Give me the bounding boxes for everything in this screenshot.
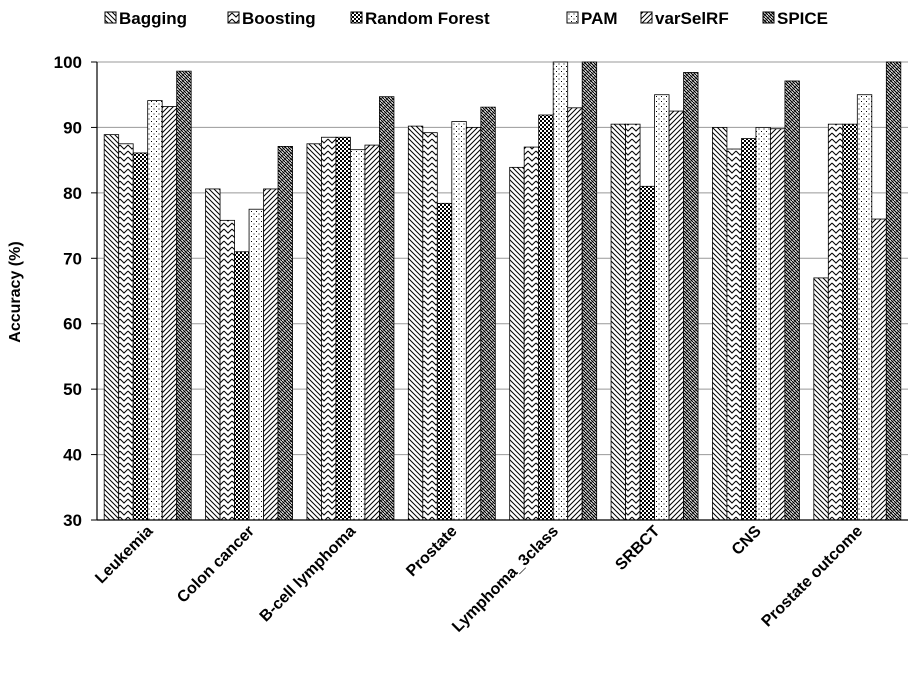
bar-bagging [103,134,120,521]
bar-varselrf [364,144,380,521]
bar-random-forest [335,136,351,521]
bar-random-forest [132,152,149,521]
bar-boosting [726,148,742,521]
bar-random-forest [741,138,757,521]
y-tick-label: 80 [63,184,82,203]
bar-boosting [422,132,438,521]
bar-pam [350,149,366,521]
bar-varselrf [161,106,178,521]
bar-bagging [306,143,322,521]
bar-spice [581,61,598,521]
legend-label: PAM [581,9,618,28]
bar-varselrf [770,128,786,521]
bar-boosting [118,143,134,521]
x-category-label: Leukemia [92,523,156,587]
y-tick-label: 90 [63,118,82,137]
y-tick-label: 40 [63,446,82,465]
bar-random-forest [538,114,554,521]
bars [103,61,902,521]
legend-swatch [762,11,775,24]
bar-random-forest [639,185,655,521]
bar-pam [248,208,264,521]
legend-swatch [227,11,240,24]
bar-spice [480,106,496,521]
bar-spice [885,61,902,521]
bar-bagging [509,166,525,521]
bar-varselrf [465,127,482,521]
bar-pam [451,121,467,521]
bar-bagging [407,125,424,521]
x-category-label: SRBCT [612,523,663,574]
bar-varselrf [263,188,279,521]
bar-spice [277,146,293,521]
y-tick-label: 30 [63,511,82,530]
x-category-label: CNS [729,523,765,559]
bar-boosting [827,123,844,521]
bar-bagging [205,188,221,521]
y-axis-title: Accuracy (%) [7,241,24,342]
bar-spice [683,72,699,521]
bar-boosting [625,123,641,521]
legend-swatch [350,11,363,24]
axes [96,62,908,521]
x-category-label: Prostate outcome [759,523,867,631]
legend-label: SPICE [777,9,828,28]
x-category-label: Prostate [403,523,460,580]
legend-label: Random Forest [365,9,490,28]
legend: Bagging Boosting Random Forest PAM varSelRF S… [104,9,828,28]
bar-spice [784,80,800,521]
bar-random-forest [842,123,858,521]
bar-bagging [712,127,728,521]
legend-label: Bagging [119,9,187,28]
bar-pam [552,61,569,521]
bar-boosting [523,146,540,521]
bar-boosting [219,219,235,521]
x-category-label: Lymphoma_3class [449,523,562,636]
bar-varselrf [871,218,887,521]
y-tick-labels: 30 40 50 60 70 80 90 100 [54,53,97,530]
bar-varselrf [567,107,583,521]
y-tick-label: 100 [54,53,82,72]
x-category-label: B-cell lymphoma [257,523,360,626]
legend-label: varSelRF [655,9,729,28]
bar-random-forest [234,251,250,521]
legend-swatch [566,11,579,24]
bar-pam [856,94,873,521]
bar-pam [755,127,771,521]
bar-pam [147,100,163,521]
x-category-label: Colon cancer [174,523,258,607]
y-tick-label: 70 [63,249,82,268]
y-tick-label: 60 [63,315,82,334]
bar-spice [379,96,395,521]
legend-swatch [640,11,653,24]
legend-swatch [104,11,117,24]
bar-varselrf [668,110,684,521]
bar-spice [176,70,192,521]
legend-label: Boosting [242,9,316,28]
bar-bagging [813,277,829,521]
bar-pam [654,94,670,521]
y-tick-label: 50 [63,380,82,399]
bar-random-forest [436,202,453,521]
bar-bagging [610,123,626,521]
bar-boosting [321,136,337,521]
